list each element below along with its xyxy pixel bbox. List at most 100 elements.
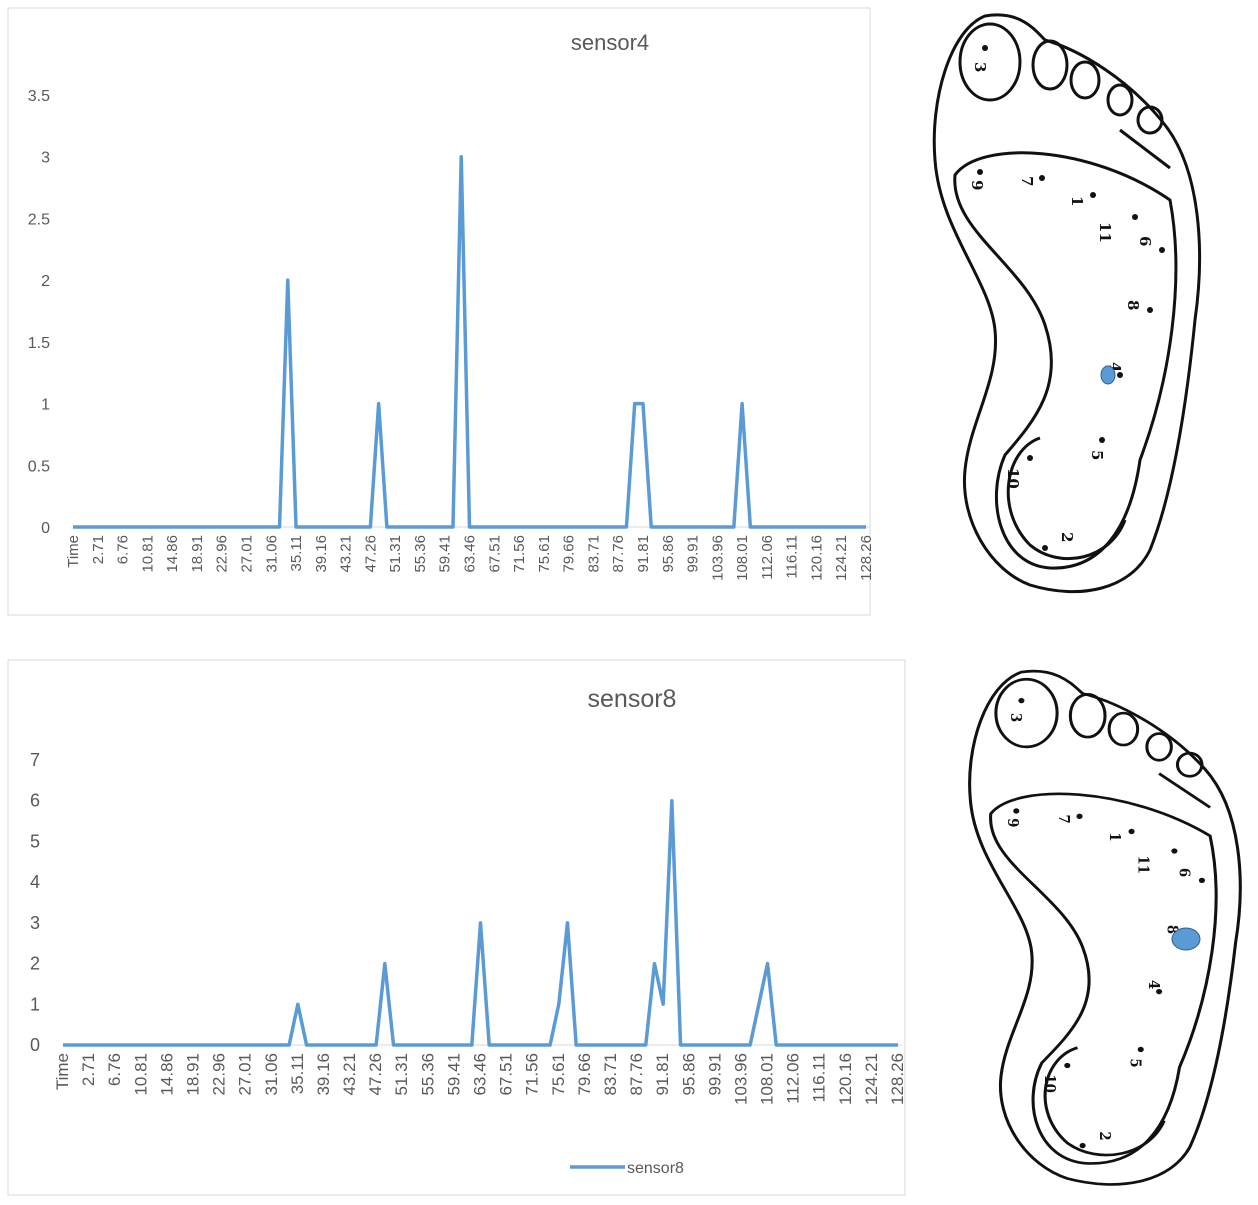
foot-outline	[970, 671, 1241, 1184]
toe	[960, 24, 1020, 100]
x-tick-label: 103.96	[709, 535, 726, 581]
sensor-dot	[1147, 307, 1153, 313]
x-tick-label: 51.31	[387, 535, 404, 573]
x-tick-label: 108.01	[734, 535, 751, 581]
x-tick-label: 22.96	[214, 535, 231, 573]
x-tick-label: 128.26	[888, 1053, 907, 1105]
x-tick-label: 63.46	[471, 1053, 490, 1096]
x-tick-label: 2.71	[90, 535, 107, 564]
sensor-dot	[1117, 372, 1123, 378]
toe	[1108, 85, 1132, 115]
sensor-label: 6	[1175, 868, 1192, 877]
sensor-dot	[977, 169, 983, 175]
sensor-label: 6	[1136, 236, 1154, 246]
x-tick-label: 99.91	[685, 535, 702, 573]
x-tick-label: 108.01	[758, 1053, 777, 1105]
x-tick-label: 27.01	[238, 535, 255, 573]
x-tick-label: 14.86	[157, 1053, 176, 1096]
x-tick-label: 103.96	[731, 1053, 750, 1105]
sensor-dot	[1171, 848, 1177, 853]
x-tick-label: 79.66	[561, 535, 578, 573]
sensor-label: 1	[1106, 832, 1123, 841]
x-tick-label: 59.41	[444, 1053, 463, 1096]
y-tick-label: 2.5	[28, 211, 50, 228]
x-tick-label: 39.16	[314, 1053, 333, 1096]
y-tick-label: 2	[41, 273, 50, 290]
page: sensor4 sensor8 3 9 7 1 11 6 8 4 5 10 2	[0, 0, 1258, 1200]
sensor-label: 9	[968, 180, 986, 190]
x-tick-label: 128.26	[858, 535, 875, 581]
sensor-dot	[1042, 545, 1048, 551]
x-tick-label: 124.21	[833, 535, 850, 581]
x-tick-label: 95.86	[660, 535, 677, 573]
x-tick-label: 116.11	[810, 1053, 829, 1102]
sensor-dot	[1018, 698, 1024, 703]
x-tick-label: 79.66	[575, 1053, 594, 1096]
sensor-dot	[1156, 989, 1162, 994]
x-tick-label: 39.16	[313, 535, 330, 573]
toe	[1177, 753, 1201, 776]
x-tick-label: 63.46	[462, 535, 479, 573]
x-tick-label: 71.56	[523, 1053, 542, 1096]
sensor-dot	[982, 45, 988, 51]
toe	[1033, 41, 1067, 89]
x-tick-label: 75.61	[549, 1053, 568, 1096]
sensor-label: 10	[1004, 468, 1022, 489]
x-tick-label: 75.61	[536, 535, 553, 573]
x-tick-label: 112.06	[784, 1053, 803, 1104]
sensor-dot	[1027, 455, 1033, 461]
sensor-label: 3	[971, 62, 989, 72]
sensor-dot	[1099, 437, 1105, 443]
x-tick-label: 27.01	[236, 1053, 255, 1096]
y-tick-label: 1.5	[28, 335, 50, 352]
toe	[1109, 713, 1138, 745]
foot-diagram: 3 9 7 1 11 6 8 4 5 10 2	[970, 671, 1241, 1184]
insole-outline	[991, 794, 1217, 1164]
y-tick-label: 5	[30, 831, 40, 851]
x-tick-label: 67.51	[497, 1053, 516, 1096]
sensor-dot	[1090, 192, 1096, 198]
toe	[1071, 62, 1099, 98]
sensor-dot	[1039, 175, 1045, 181]
x-tick-label: 35.11	[288, 1053, 307, 1094]
x-tick-label: 59.41	[437, 535, 454, 573]
x-tick-label: 55.36	[412, 535, 429, 573]
sensor-dot	[1138, 1047, 1144, 1052]
y-tick-label: 0	[30, 1035, 40, 1055]
sensor-label: 2	[1058, 532, 1076, 542]
x-tick-label: 18.91	[189, 535, 206, 573]
y-tick-label: 3	[41, 150, 50, 167]
y-tick-label: 3.5	[28, 88, 50, 105]
x-tick-label: 2.71	[79, 1053, 98, 1086]
sensor-label: 11	[1134, 855, 1151, 874]
x-tick-label: 22.96	[210, 1053, 229, 1096]
sensor-label: 5	[1126, 1058, 1143, 1067]
x-tick-label: 31.06	[263, 535, 280, 573]
x-tick-label: 47.26	[366, 1053, 385, 1096]
x-tick-label: 10.81	[139, 535, 156, 573]
sensor-label: 11	[1096, 222, 1114, 243]
x-tick-label: 43.21	[340, 1053, 359, 1096]
toe	[996, 679, 1057, 747]
x-tick-label: 71.56	[511, 535, 528, 573]
sensor-dot	[1132, 214, 1138, 220]
x-tick-label: 6.76	[105, 1053, 124, 1086]
x-tick-label: 6.76	[115, 535, 132, 564]
x-tick-label: 83.71	[585, 535, 602, 573]
toe-line	[1120, 130, 1170, 168]
chart-title: sensor4	[571, 30, 649, 55]
sensor-highlight	[1172, 928, 1200, 950]
x-tick-label: 99.91	[705, 1053, 724, 1096]
x-tick-label: 91.81	[653, 1053, 672, 1096]
toe	[1147, 734, 1171, 761]
y-tick-label: 2	[30, 954, 40, 974]
insole-outline	[955, 153, 1176, 568]
y-tick-label: 1	[41, 397, 50, 414]
sensor-label: 2	[1096, 1131, 1113, 1140]
chart-title: sensor8	[588, 685, 677, 713]
sensor-highlight	[1101, 366, 1115, 384]
x-tick-label: 87.76	[627, 1053, 646, 1096]
sensor-label: 10	[1041, 1074, 1058, 1093]
x-tick-label: 55.36	[418, 1053, 437, 1096]
x-tick-label: 35.11	[288, 535, 305, 571]
